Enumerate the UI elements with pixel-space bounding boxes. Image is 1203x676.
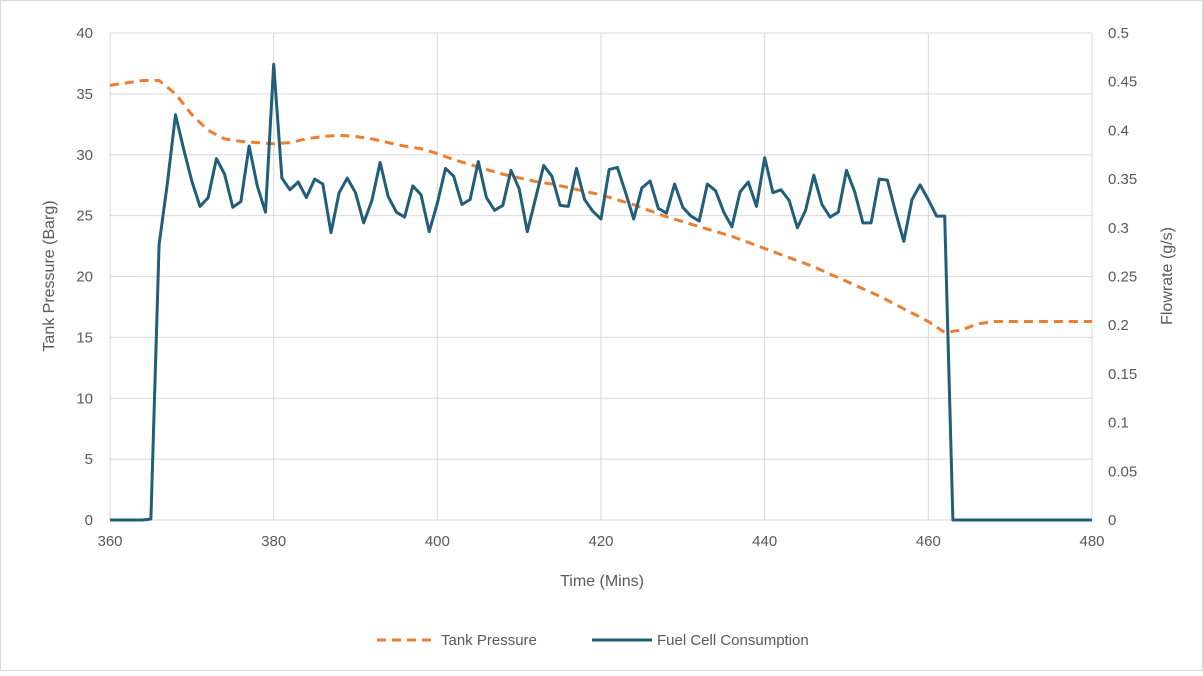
x-tick-label: 420 xyxy=(588,533,613,550)
x-axis-ticks: 360 380 400 420 440 460 480 xyxy=(97,533,1104,550)
series-layer xyxy=(109,62,1092,522)
y-left-tick-label: 10 xyxy=(76,390,93,407)
y-right-axis-title: Flowrate (g/s) xyxy=(1159,227,1176,325)
y-left-tick-label: 25 xyxy=(76,208,93,225)
y-right-tick-label: 0.2 xyxy=(1108,317,1129,334)
x-tick-label: 480 xyxy=(1079,533,1104,550)
y-right-tick-label: 0.05 xyxy=(1108,463,1137,480)
y-left-axis-ticks: 0 5 10 15 20 25 30 35 40 xyxy=(76,25,93,529)
y-left-tick-label: 40 xyxy=(76,25,93,42)
y-right-tick-label: 0.45 xyxy=(1108,74,1137,91)
legend-label-fuel-cell-consumption: Fuel Cell Consumption xyxy=(657,632,809,649)
x-axis-title: Time (Mins) xyxy=(560,573,644,590)
x-tick-label: 460 xyxy=(916,533,941,550)
y-right-tick-label: 0.1 xyxy=(1108,415,1129,432)
y-right-tick-label: 0.25 xyxy=(1108,269,1137,286)
y-right-tick-label: 0.5 xyxy=(1108,25,1129,42)
gridlines xyxy=(109,32,1093,521)
y-left-tick-label: 30 xyxy=(76,147,93,164)
series-line-fuel-cell-consumption xyxy=(110,62,1092,522)
series-line-tank-pressure xyxy=(109,79,1092,334)
y-right-tick-label: 0.35 xyxy=(1108,171,1137,188)
y-right-tick-label: 0.4 xyxy=(1108,122,1129,139)
y-left-tick-label: 5 xyxy=(85,451,93,468)
y-right-tick-label: 0.3 xyxy=(1108,220,1129,237)
x-tick-label: 400 xyxy=(425,533,450,550)
y-right-axis-ticks: 0 0.05 0.1 0.15 0.2 0.25 0.3 0.35 0.4 0.45 0.5 xyxy=(1108,25,1137,529)
y-left-tick-label: 0 xyxy=(85,512,93,529)
y-left-tick-label: 15 xyxy=(76,329,93,346)
legend: Tank Pressure Fuel Cell Consumption xyxy=(377,632,809,649)
y-left-axis-title: Tank Pressure (Barg) xyxy=(41,200,58,351)
x-tick-label: 440 xyxy=(752,533,777,550)
y-right-tick-label: 0.15 xyxy=(1108,366,1137,383)
y-left-tick-label: 35 xyxy=(76,86,93,103)
y-right-tick-label: 0 xyxy=(1108,512,1116,529)
x-tick-label: 380 xyxy=(261,533,286,550)
legend-label-tank-pressure: Tank Pressure xyxy=(441,632,537,649)
x-tick-label: 360 xyxy=(97,533,122,550)
y-left-tick-label: 20 xyxy=(76,269,93,286)
